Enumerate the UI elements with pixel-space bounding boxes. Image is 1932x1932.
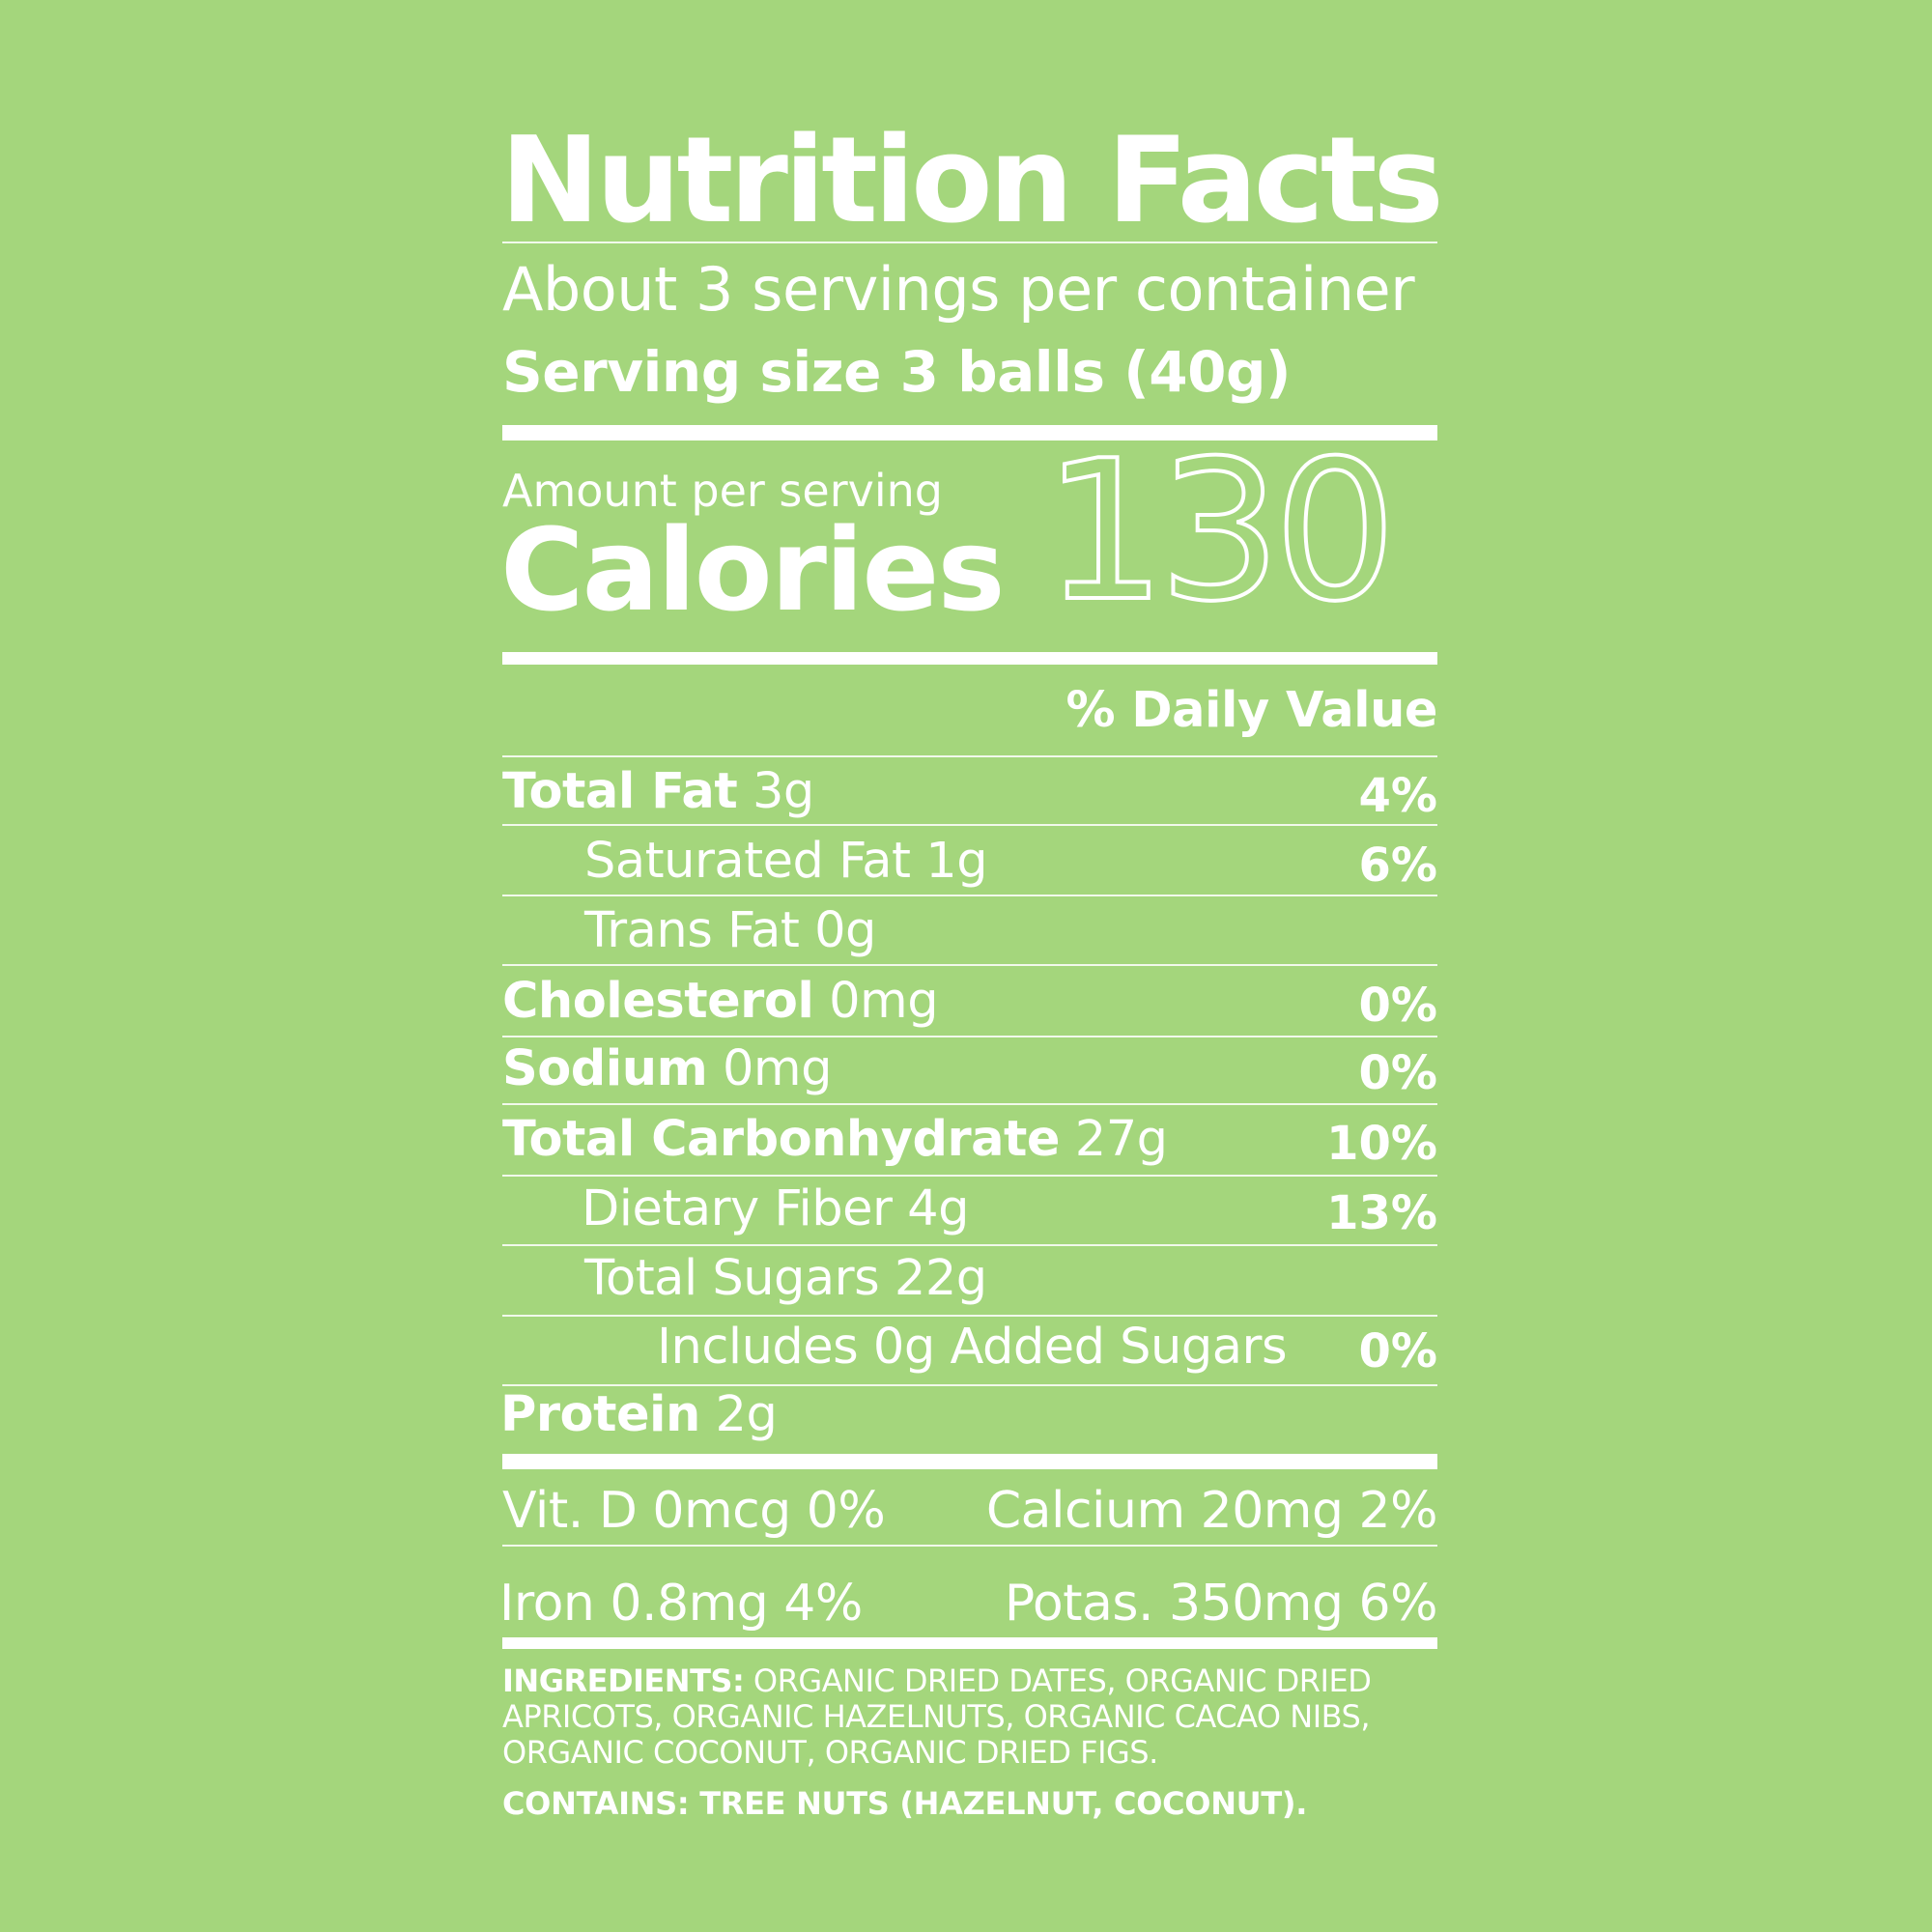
calories-value-text: 130 (1043, 441, 1389, 615)
nutrient-dv: 0% (1358, 1046, 1438, 1100)
thick-divider (502, 425, 1437, 440)
nutrient-row-cholesterol: Cholesterol 0mg 0% (502, 971, 1437, 1038)
thick-divider (502, 1454, 1437, 1469)
nutrient-label: Total Sugars 22g (584, 1248, 987, 1310)
nutrient-amount: 2g (715, 1386, 778, 1443)
nutrient-amount: 0mg (722, 1040, 833, 1097)
nutrient-label: Trans Fat 0g (584, 900, 876, 962)
allergen-statement: CONTAINS: TREE NUTS (HAZELNUT, COCONUT). (502, 1785, 1308, 1822)
nutrient-amount: 4g (907, 1180, 969, 1237)
nutrient-row-total-fat: Total Fat 3g 4% (502, 761, 1437, 829)
iron: Iron 0.8mg 4% (499, 1575, 863, 1633)
divider (502, 895, 1437, 896)
calories-value: 130 (1043, 441, 1399, 615)
divider (502, 242, 1437, 243)
nutrient-name: Trans Fat (584, 902, 800, 959)
divider (502, 1175, 1437, 1177)
nutrient-dv: 4% (1358, 769, 1438, 823)
divider (502, 964, 1437, 966)
nutrient-row-trans-fat: Trans Fat 0g (502, 900, 1437, 968)
medium-divider (502, 1637, 1437, 1649)
nutrient-name: Sodium (502, 1040, 708, 1097)
divider (502, 1244, 1437, 1246)
nutrition-facts-title: Nutrition Facts (500, 112, 1444, 250)
divider (502, 824, 1437, 826)
divider (502, 1315, 1437, 1317)
divider (502, 1545, 1437, 1547)
nutrient-label: Total Fat 3g (502, 761, 814, 823)
nutrient-row-protein: Protein 2g (500, 1384, 1437, 1452)
nutrient-label: Cholesterol 0mg (502, 971, 939, 1033)
nutrient-row-total-sugars: Total Sugars 22g (502, 1248, 1437, 1316)
potassium: Potas. 350mg 6% (1004, 1575, 1438, 1633)
nutrient-name: Dietary Fiber (582, 1180, 893, 1237)
divider (502, 755, 1437, 757)
nutrient-row-added-sugars: Includes 0g Added Sugars 0% (502, 1317, 1437, 1384)
nutrient-amount: 0mg (829, 973, 939, 1030)
divider (502, 1036, 1437, 1037)
nutrient-name: Total Fat (502, 763, 738, 820)
vitamin-d: Vit. D 0mcg 0% (502, 1482, 886, 1540)
nutrient-name: Saturated Fat (584, 833, 911, 890)
divider (502, 1384, 1437, 1386)
nutrient-dv: 10% (1326, 1117, 1437, 1171)
calcium: Calcium 20mg 2% (985, 1482, 1438, 1540)
nutrient-amount: 22g (894, 1250, 987, 1307)
ingredients-heading: INGREDIENTS: (502, 1662, 745, 1699)
nutrient-label: Dietary Fiber 4g (582, 1179, 969, 1240)
nutrient-label: Total Carbonhydrate 27g (502, 1109, 1168, 1171)
divider (502, 1103, 1437, 1105)
nutrient-dv: 0% (1358, 1324, 1438, 1378)
nutrient-label: Sodium 0mg (502, 1038, 832, 1100)
nutrient-dv: 6% (1358, 838, 1438, 893)
nutrient-row-total-carbohydrate: Total Carbonhydrate 27g 10% (502, 1109, 1437, 1177)
nutrient-name: Protein (500, 1386, 700, 1443)
nutrient-amount: 27g (1074, 1111, 1168, 1168)
nutrient-amount: 0g (814, 902, 876, 959)
nutrient-amount: 1g (925, 833, 988, 890)
nutrient-name: Total Carbonhydrate (502, 1111, 1061, 1168)
amount-per-serving: Amount per serving (502, 465, 943, 517)
nutrient-dv: 0% (1358, 979, 1438, 1033)
nutrient-dv: 13% (1326, 1186, 1437, 1240)
nutrient-name: Includes 0g Added Sugars (657, 1319, 1288, 1376)
nutrient-amount: 3g (752, 763, 814, 820)
serving-size: Serving size 3 balls (40g) (502, 339, 1292, 405)
nutrient-row-dietary-fiber: Dietary Fiber 4g 13% (502, 1179, 1437, 1246)
nutrient-label: Protein 2g (500, 1384, 778, 1446)
medium-divider (502, 652, 1437, 665)
daily-value-header: % Daily Value (1065, 682, 1437, 739)
nutrient-row-sodium: Sodium 0mg 0% (502, 1038, 1437, 1106)
nutrient-label: Saturated Fat 1g (584, 831, 988, 893)
servings-per-container: About 3 servings per container (502, 254, 1415, 325)
calories-label: Calories (500, 503, 1006, 637)
ingredients-text: ORGANIC DRIED DATES, ORGANIC DRIED APRIC… (502, 1662, 1372, 1771)
nutrient-label: Includes 0g Added Sugars (657, 1317, 1288, 1378)
nutrient-row-saturated-fat: Saturated Fat 1g 6% (502, 831, 1437, 898)
nutrient-name: Total Sugars (584, 1250, 880, 1307)
ingredients: INGREDIENTS: ORGANIC DRIED DATES, ORGANI… (502, 1663, 1437, 1771)
nutrient-name: Cholesterol (502, 973, 814, 1030)
